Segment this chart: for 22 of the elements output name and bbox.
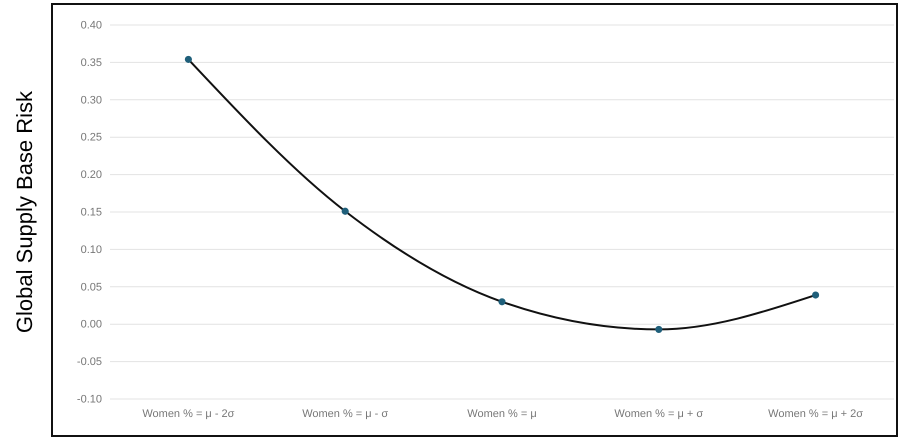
x-tick-label: Women % = μ - 2σ	[142, 408, 235, 420]
x-tick-label: Women % = μ - σ	[302, 408, 388, 420]
point	[655, 326, 662, 333]
point	[498, 298, 506, 306]
y-tick-label: -0.10	[76, 394, 102, 406]
y-tick-label: 0.05	[80, 281, 102, 294]
y-tick-label: 0.20	[80, 169, 102, 182]
point	[812, 291, 820, 299]
x-tick-label: Women % = μ + σ	[614, 408, 704, 420]
y-tick-label: 0.10	[80, 244, 102, 256]
y-tick-label: 0.00	[80, 318, 102, 331]
y-tick-label: 0.15	[80, 206, 102, 219]
y-tick-label: 0.25	[80, 132, 102, 144]
y-tick-label: 0.30	[80, 94, 102, 106]
y-tick-label: -0.05	[76, 356, 102, 368]
point	[342, 208, 349, 215]
y-tick-label: 0.40	[80, 20, 102, 32]
x-tick-label: Women % = μ + 2σ	[768, 408, 864, 420]
y-axis-title: Global Supply Base Risk	[12, 90, 37, 334]
x-tick-label: Women % = μ	[467, 408, 537, 420]
point	[184, 56, 192, 63]
y-tick-label: 0.35	[80, 56, 102, 69]
